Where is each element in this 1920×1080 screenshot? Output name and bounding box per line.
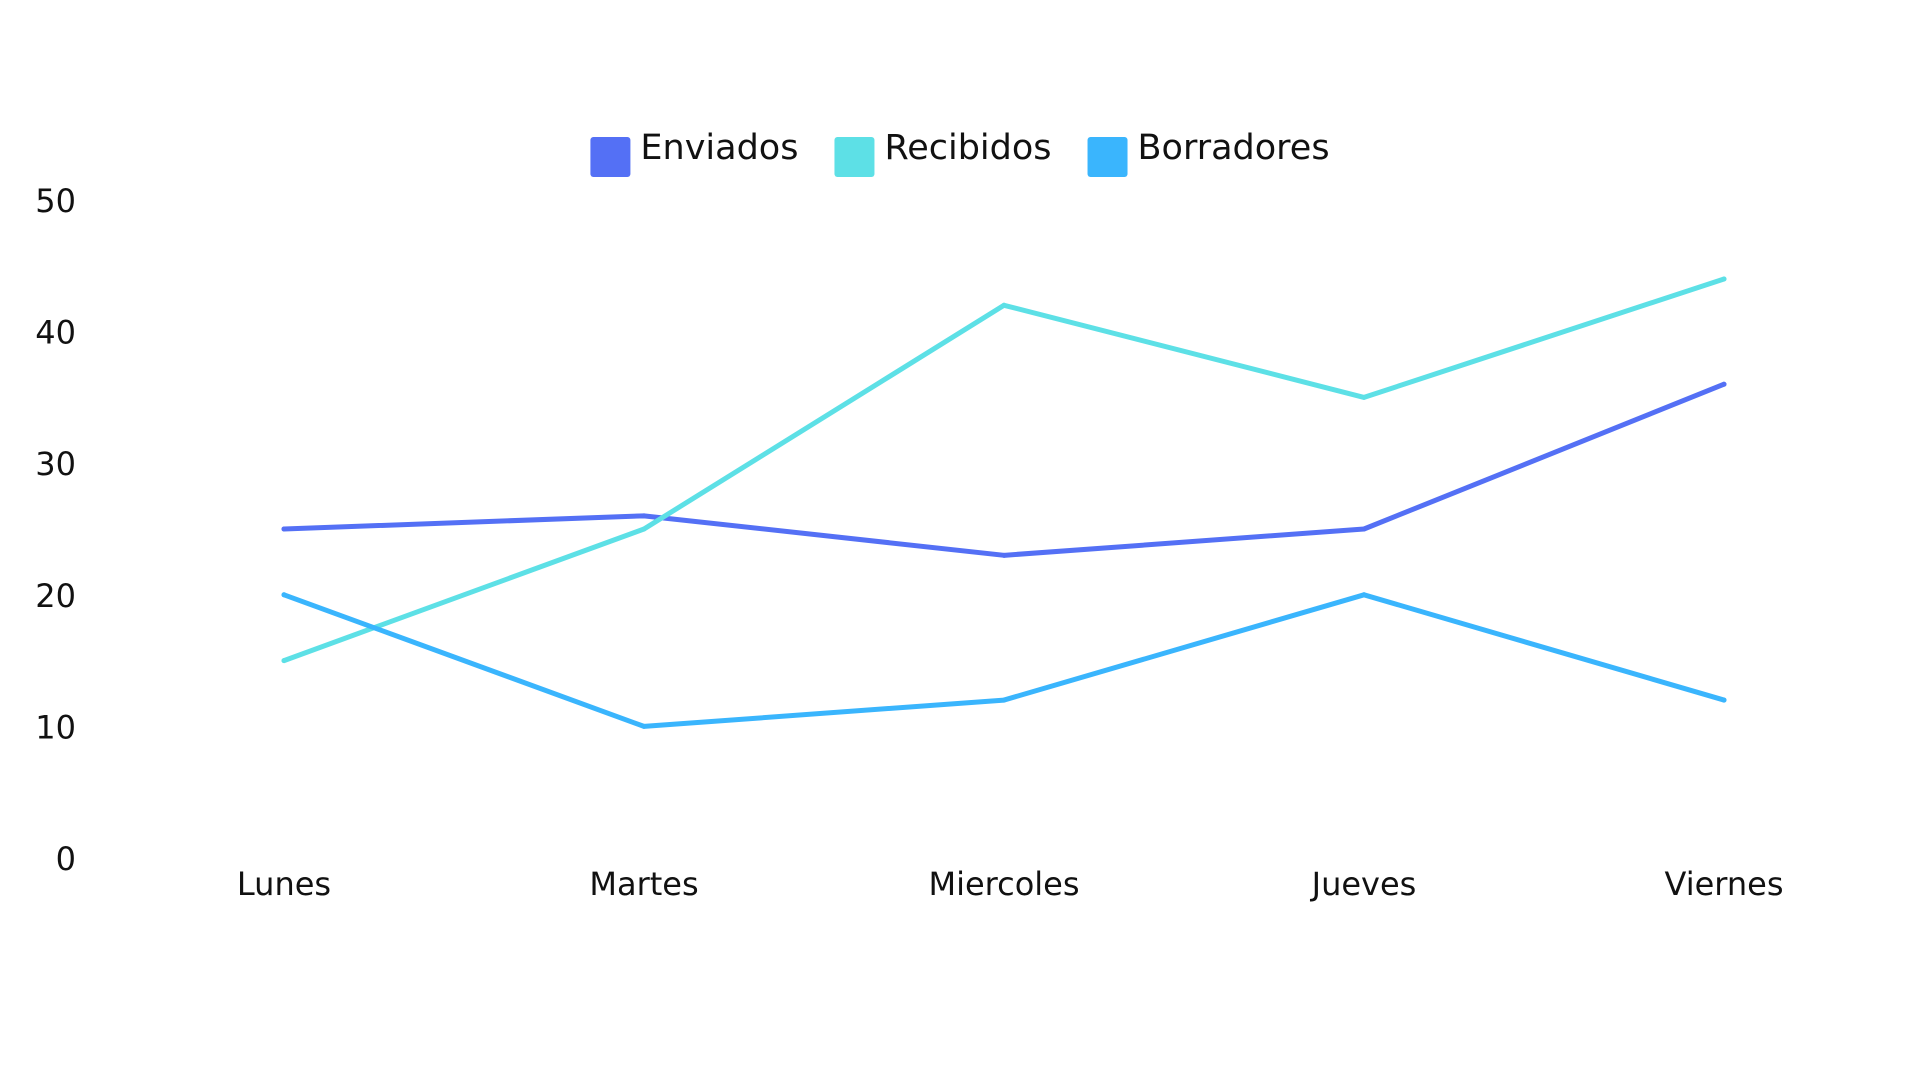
- data-point-enviados: [641, 513, 647, 519]
- x-tick-label: Jueves: [1310, 865, 1417, 903]
- legend-swatch-enviados: [590, 137, 631, 177]
- data-point-borradores: [281, 592, 287, 598]
- data-point-recibidos: [1721, 276, 1727, 282]
- data-point-borradores: [641, 723, 647, 729]
- data-point-borradores: [1361, 592, 1367, 598]
- legend-label: Borradores: [1138, 128, 1330, 168]
- data-point-enviados: [1001, 552, 1007, 558]
- series-line-enviados: [281, 381, 1727, 558]
- x-tick-label: Martes: [589, 865, 698, 903]
- chart-legend: Enviados Recibidos Borradores: [590, 128, 1330, 177]
- series-borradores: [281, 592, 1727, 729]
- data-point-recibidos: [641, 526, 647, 532]
- series-line-borradores: [281, 592, 1727, 729]
- data-point-enviados: [281, 526, 287, 532]
- y-tick-label: 50: [35, 182, 76, 220]
- legend-swatch-recibidos: [834, 137, 875, 177]
- x-tick-label: Viernes: [1665, 865, 1784, 903]
- y-axis: 0 10 20 30 40 50: [35, 182, 76, 878]
- x-tick-label: Lunes: [237, 865, 331, 903]
- data-point-enviados: [1361, 526, 1367, 532]
- data-point-recibidos: [281, 658, 287, 664]
- y-tick-label: 10: [35, 708, 76, 746]
- x-axis: Lunes Martes Miercoles Jueves Viernes: [237, 865, 1784, 903]
- legend-label: Enviados: [640, 128, 798, 168]
- legend-label: Recibidos: [884, 128, 1051, 168]
- data-point-enviados: [1721, 381, 1727, 387]
- legend-swatch-borradores: [1087, 137, 1128, 177]
- x-tick-label: Miercoles: [928, 865, 1079, 903]
- series-enviados: [281, 381, 1727, 558]
- y-tick-label: 20: [35, 577, 76, 615]
- series-lines: [281, 276, 1727, 729]
- data-point-recibidos: [1001, 302, 1007, 308]
- data-point-borradores: [1721, 697, 1727, 703]
- y-tick-label: 40: [35, 314, 76, 352]
- data-point-borradores: [1001, 697, 1007, 703]
- series-recibidos: [281, 276, 1727, 664]
- y-tick-label: 30: [35, 445, 76, 483]
- y-tick-label: 0: [56, 840, 76, 878]
- data-point-recibidos: [1361, 394, 1367, 400]
